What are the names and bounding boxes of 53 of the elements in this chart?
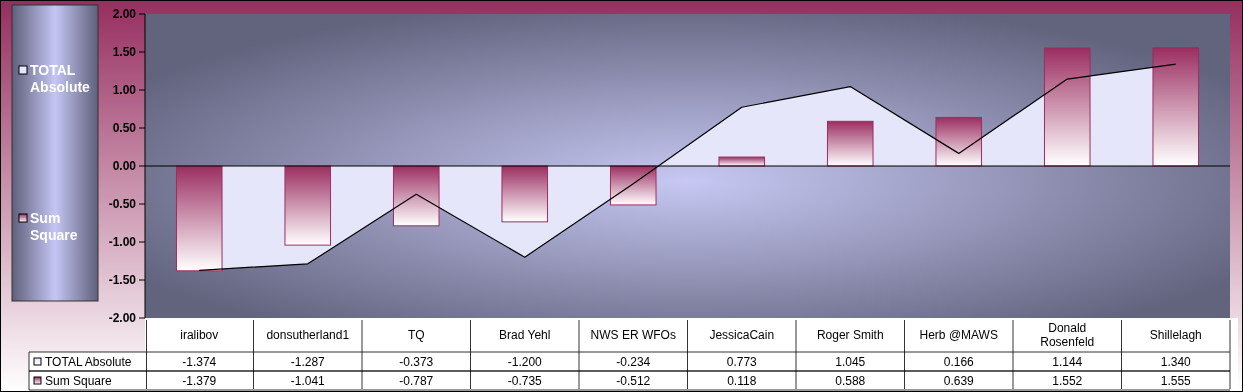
data-label: -1.041 bbox=[290, 373, 326, 388]
text: Sum Square bbox=[45, 373, 112, 388]
bar bbox=[1043, 47, 1091, 167]
data-label: 1.552 bbox=[1052, 373, 1083, 388]
data-label: 1.555 bbox=[1160, 373, 1192, 388]
x-tick-label: Roger Smith bbox=[816, 328, 884, 343]
data-label: -0.735 bbox=[507, 373, 543, 388]
y-tick-label: 2.00 bbox=[112, 7, 137, 22]
data-label: 0.639 bbox=[943, 373, 975, 388]
data-label: -1.200 bbox=[507, 354, 543, 369]
x-tick-label: Shillelagh bbox=[1149, 328, 1202, 343]
data-label: -0.373 bbox=[399, 354, 434, 369]
bar bbox=[284, 165, 332, 246]
data-label: -0.512 bbox=[616, 373, 651, 388]
x-tick-label: Donald Rosenfeld bbox=[1040, 321, 1095, 350]
bar bbox=[718, 156, 766, 167]
x-tick-label: TQ bbox=[407, 328, 425, 343]
y-tick-label: -2.00 bbox=[108, 311, 137, 326]
y-tick-label: 0.50 bbox=[112, 121, 137, 136]
x-tick-label: iralibov bbox=[180, 328, 219, 343]
bar bbox=[175, 165, 223, 272]
data-label: -0.234 bbox=[616, 354, 651, 369]
y-tick-label: 1.50 bbox=[112, 45, 137, 60]
bar bbox=[609, 165, 657, 206]
y-tick-label: 1.00 bbox=[112, 83, 137, 98]
legend-label: TOTAL Absolute bbox=[45, 354, 132, 369]
bar bbox=[826, 120, 874, 167]
y-tick-label: -1.50 bbox=[108, 273, 137, 288]
bar bbox=[501, 165, 549, 223]
x-tick-label: Brad Yehl bbox=[499, 328, 551, 343]
data-label: 1.144 bbox=[1052, 354, 1083, 369]
bar bbox=[392, 165, 440, 227]
data-label: 1.340 bbox=[1160, 354, 1192, 369]
x-tick-label: Herb @MAWS bbox=[919, 328, 998, 343]
data-label: 1.045 bbox=[835, 354, 866, 369]
y-tick-label: -0.50 bbox=[108, 197, 137, 212]
x-tick-label: NWS ER WFOs bbox=[590, 328, 676, 343]
data-label: 0.166 bbox=[943, 354, 975, 369]
legend-label: Sum Square bbox=[30, 209, 78, 243]
data-label: -0.787 bbox=[399, 373, 434, 388]
data-label: -1.374 bbox=[182, 354, 217, 369]
x-tick-label: donsutherland1 bbox=[266, 328, 350, 343]
data-label: -1.379 bbox=[182, 373, 217, 388]
data-label: -1.287 bbox=[290, 354, 326, 369]
bar bbox=[935, 116, 983, 167]
y-tick-label: 0.00 bbox=[112, 159, 137, 174]
data-label: 0.773 bbox=[726, 354, 758, 369]
data-label: 0.588 bbox=[835, 373, 866, 388]
text: TOTAL Absolute bbox=[30, 61, 90, 95]
x-tick-label: JessicaCain bbox=[709, 328, 775, 343]
y-tick-label: -1.00 bbox=[108, 235, 137, 250]
bar bbox=[1152, 47, 1200, 167]
data-label: 0.118 bbox=[727, 373, 757, 388]
